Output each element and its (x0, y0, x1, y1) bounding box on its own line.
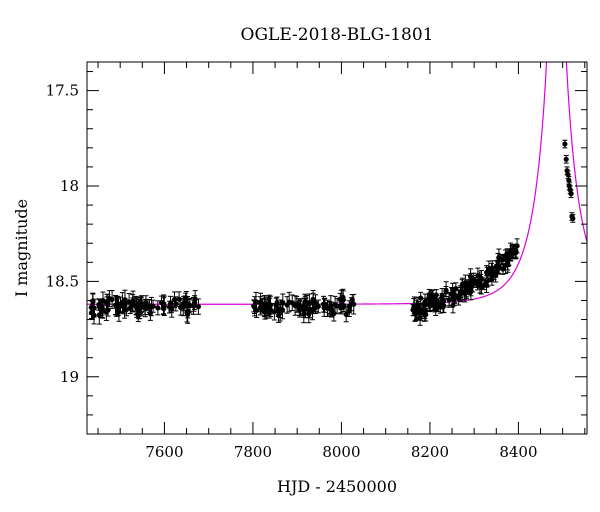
data-point (498, 256, 504, 262)
x-axis-ticks: 7600 7800 8000 8200 8400 (97, 62, 586, 461)
data-point (168, 304, 174, 310)
data-point (98, 304, 104, 311)
data-point (191, 299, 198, 306)
data-point (155, 305, 161, 311)
data-point (446, 297, 452, 303)
data-point (130, 300, 136, 306)
data-point (161, 301, 167, 307)
data-point (337, 296, 343, 302)
data-points-layer (88, 139, 576, 326)
x-tick-label: 8400 (499, 443, 537, 461)
y-tick-label: 17.5 (46, 82, 79, 100)
y-axis-ticks: 17.5 18 18.5 19 (46, 71, 587, 435)
data-point (439, 293, 445, 299)
data-point (474, 282, 481, 288)
data-point (296, 306, 303, 313)
data-point (88, 304, 94, 311)
plot-frame (86, 61, 588, 435)
data-point (493, 272, 499, 278)
data-point (304, 300, 310, 306)
data-point (121, 307, 128, 313)
x-tick-label: 8000 (322, 443, 360, 461)
data-point (468, 280, 474, 287)
data-point (562, 141, 568, 147)
y-tick-label: 18.5 (46, 272, 79, 290)
data-point (104, 298, 110, 305)
data-point (509, 250, 515, 256)
y-axis-label: I magnitude (12, 199, 31, 297)
data-point (109, 296, 115, 303)
data-point (251, 304, 258, 310)
data-point (122, 297, 128, 303)
data-point (306, 311, 312, 317)
data-point (563, 156, 569, 162)
data-point (173, 301, 179, 307)
data-point (513, 249, 519, 255)
data-point (261, 302, 268, 309)
data-point (187, 302, 193, 308)
data-point (348, 301, 354, 307)
chart-title: OGLE-2018-BLG-1801 (241, 25, 434, 45)
data-point (328, 307, 335, 313)
data-point (195, 304, 202, 310)
data-point (462, 289, 468, 296)
data-point (183, 296, 189, 302)
data-point (320, 301, 327, 307)
data-point (500, 266, 506, 272)
data-point (453, 285, 459, 292)
data-point (566, 177, 572, 183)
data-point (570, 215, 576, 222)
data-point (426, 292, 432, 298)
data-point (346, 308, 352, 314)
plot-area: 7600 7800 8000 8200 8400 17.5 18 18.5 19 (46, 61, 588, 461)
data-point (423, 312, 429, 318)
data-point (277, 310, 283, 316)
data-point (410, 307, 416, 313)
data-point (103, 309, 109, 315)
data-point (477, 277, 483, 283)
data-point (134, 305, 140, 311)
data-point (433, 292, 439, 298)
data-point (328, 302, 334, 309)
data-point (505, 257, 511, 263)
data-point (310, 297, 316, 304)
data-point (334, 303, 340, 309)
data-point (458, 289, 464, 295)
data-point (150, 303, 156, 309)
data-point (268, 307, 274, 313)
data-point (289, 300, 295, 306)
data-point (147, 310, 153, 317)
data-point (294, 301, 300, 307)
data-point (146, 304, 152, 310)
model-curve (87, 62, 588, 305)
data-point (117, 302, 124, 308)
y-tick-label: 18 (60, 177, 79, 195)
data-point (274, 300, 280, 306)
data-point (483, 269, 490, 276)
data-point (565, 171, 571, 178)
data-point (185, 311, 191, 318)
data-point (568, 191, 574, 197)
data-point (143, 300, 149, 306)
data-point (257, 305, 263, 311)
y-tick-label: 19 (60, 368, 79, 386)
x-axis-label: HJD - 2450000 (277, 477, 397, 496)
data-point (138, 304, 144, 310)
model-curve-layer (87, 62, 588, 305)
data-point (489, 265, 495, 271)
data-point (331, 310, 337, 317)
x-tick-label: 8200 (411, 443, 449, 461)
data-point (441, 303, 447, 309)
x-tick-label: 7800 (234, 443, 272, 461)
data-point (484, 278, 491, 284)
data-point (176, 296, 182, 302)
x-tick-label: 7600 (145, 443, 183, 461)
data-point (431, 302, 438, 308)
data-point (414, 308, 420, 314)
data-point (443, 288, 449, 295)
